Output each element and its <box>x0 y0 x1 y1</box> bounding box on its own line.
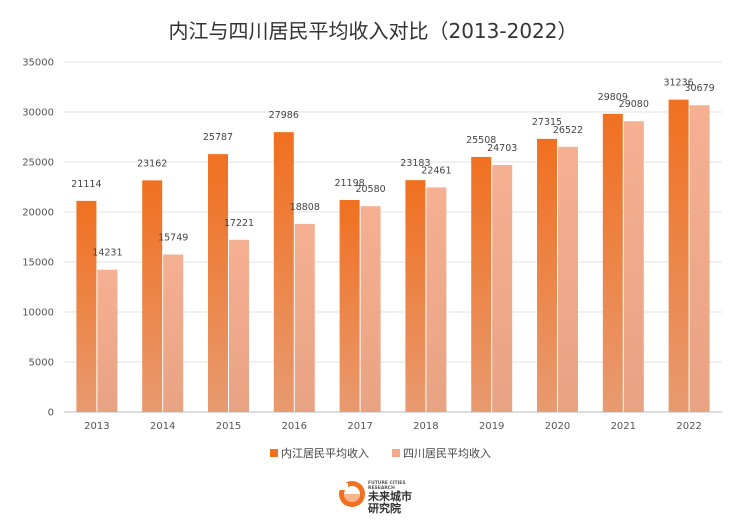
x-tick-label: 2017 <box>347 421 372 432</box>
x-tick-label: 2016 <box>282 421 307 432</box>
data-label-sichuan: 29080 <box>619 99 649 110</box>
chart-title: 内江与四川居民平均收入对比（2013-2022） <box>168 19 577 43</box>
data-label-neijiang: 25508 <box>466 135 496 146</box>
y-tick-label: 5000 <box>29 358 54 369</box>
bar-neijiang <box>537 138 557 412</box>
bar-sichuan <box>558 146 578 412</box>
bar-neijiang <box>405 180 426 412</box>
data-label-neijiang: 23162 <box>137 158 167 169</box>
data-label-neijiang: 27986 <box>269 110 299 121</box>
bar-neijiang <box>602 113 623 412</box>
data-label-neijiang: 23183 <box>400 158 430 169</box>
legend: 内江居民平均收入 四川居民平均收入 <box>270 446 491 460</box>
bars <box>76 99 710 413</box>
x-axis: 2013 2014 2015 2016 2017 2018 2019 2020 2021 2022 <box>84 421 702 432</box>
data-label-sichuan: 15749 <box>158 233 188 244</box>
y-tick-label: 25000 <box>22 158 54 169</box>
logo: FUTURE CITIES RESEARCH 未来城市 研究院 <box>339 480 412 515</box>
logo-text-cn-2: 研究院 <box>368 501 401 515</box>
y-tick-label: 35000 <box>22 58 54 69</box>
bar-sichuan <box>492 164 513 412</box>
legend-swatch-sichuan <box>392 449 400 457</box>
data-label-sichuan: 14231 <box>92 248 122 259</box>
data-label-sichuan: 24703 <box>487 143 517 154</box>
y-tick-label: 10000 <box>22 308 54 319</box>
data-label-neijiang: 29809 <box>598 92 628 103</box>
legend-label-sichuan: 四川居民平均收入 <box>403 446 491 460</box>
bar-sichuan <box>426 187 447 412</box>
data-label-neijiang: 21198 <box>334 178 364 189</box>
data-label-sichuan: 20580 <box>355 184 385 195</box>
x-tick-label: 2019 <box>479 421 504 432</box>
data-label-sichuan: 30679 <box>684 83 714 94</box>
data-labels: 21114 14231 23162 15749 25787 17221 27986 18808… <box>71 78 714 259</box>
bar-sichuan <box>97 269 118 412</box>
data-label-neijiang: 21114 <box>71 179 101 190</box>
x-tick-label: 2020 <box>545 421 570 432</box>
logo-mark-icon <box>339 481 365 507</box>
bar-sichuan <box>689 105 710 413</box>
data-label-sichuan: 17221 <box>224 218 254 229</box>
bar-neijiang <box>339 200 360 412</box>
bar-sichuan <box>623 121 644 412</box>
data-label-neijiang: 25787 <box>203 132 233 143</box>
y-tick-label: 20000 <box>22 208 54 219</box>
data-label-sichuan: 18808 <box>290 202 320 213</box>
bar-sichuan <box>229 239 249 412</box>
bar-sichuan <box>294 223 315 412</box>
logo-text-en-1: FUTURE CITIES <box>368 480 406 486</box>
y-tick-label: 30000 <box>22 108 54 119</box>
bar-neijiang <box>668 99 689 412</box>
x-tick-label: 2021 <box>611 421 636 432</box>
bar-neijiang <box>76 200 97 412</box>
x-tick-label: 2018 <box>413 421 438 432</box>
data-label-neijiang: 27315 <box>532 117 562 128</box>
bar-neijiang <box>273 132 294 412</box>
x-tick-label: 2013 <box>84 421 109 432</box>
data-label-neijiang: 31236 <box>663 78 693 89</box>
bar-sichuan <box>163 254 184 412</box>
bar-neijiang <box>208 154 228 412</box>
data-label-sichuan: 26522 <box>553 125 583 136</box>
x-tick-label: 2022 <box>676 421 701 432</box>
logo-text-cn-1: 未来城市 <box>367 489 412 503</box>
data-label-sichuan: 22461 <box>421 165 451 176</box>
bar-neijiang <box>471 156 492 412</box>
y-axis: 0 5000 10000 15000 20000 25000 30000 35000 <box>22 58 54 419</box>
legend-label-neijiang: 内江居民平均收入 <box>281 446 369 460</box>
y-tick-label: 15000 <box>22 258 54 269</box>
x-tick-label: 2014 <box>150 421 175 432</box>
y-tick-label: 0 <box>48 408 54 419</box>
legend-swatch-neijiang <box>270 449 278 457</box>
x-tick-label: 2015 <box>216 421 241 432</box>
logo-text-en-2: RESEARCH <box>368 485 395 491</box>
bar-sichuan <box>360 206 381 412</box>
bar-neijiang <box>142 180 163 412</box>
